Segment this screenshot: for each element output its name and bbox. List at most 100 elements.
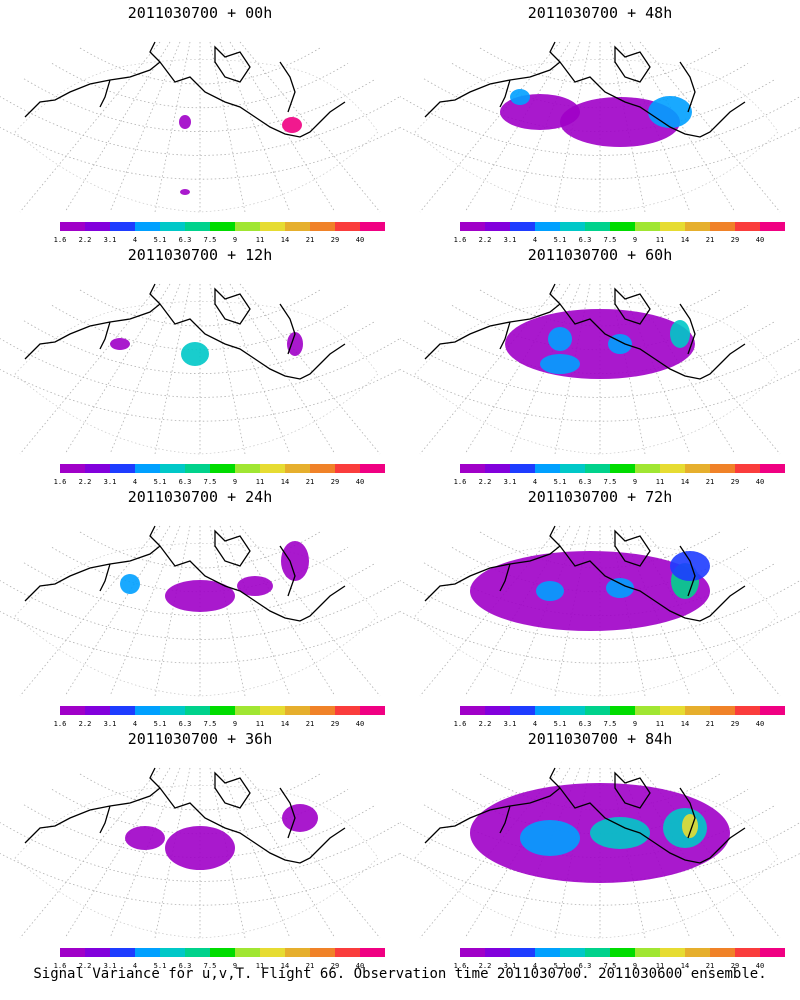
panel-title: 2011030700 + 84h xyxy=(527,730,673,748)
colorbar-labels: 1.6 2.2 3.1 4 5.1 6.3 7.5 9 11 14 21 29 40 xyxy=(454,720,765,730)
polar-projection-map xyxy=(0,283,400,455)
colorbar-swatch xyxy=(210,464,235,473)
colorbar-tick-label: 14 xyxy=(680,478,690,486)
colorbar-swatch xyxy=(560,222,585,231)
map-panel: 2011030700 + 00h 1.6 2.2 3.1 4 5.1 6.3 7.5 9 11 14… xyxy=(0,0,400,245)
colorbar-tick-label: 7.5 xyxy=(203,720,217,728)
longitude-gridline xyxy=(229,767,336,939)
longitude-gridline xyxy=(239,41,381,213)
colorbar-labels: 1.6 2.2 3.1 4 5.1 6.3 7.5 9 11 14 21 29 40 xyxy=(453,478,765,488)
longitude-gridline xyxy=(19,283,161,455)
colorbar-tick-label: 6.3 xyxy=(578,962,592,970)
colorbar xyxy=(460,222,785,234)
colorbar-tick-label: 3.1 xyxy=(103,720,117,728)
latitude-gridline xyxy=(23,562,377,616)
longitude-gridline xyxy=(619,525,691,697)
colorbar-swatch xyxy=(185,948,210,957)
longitude-gridline xyxy=(509,41,581,213)
variance-contour xyxy=(606,578,634,598)
map-panel: 2011030700 + 12h 1.6 2.2 3.1 4 5.1 6.3 7.5 9 11 14… xyxy=(0,242,400,487)
colorbar-swatch xyxy=(210,706,235,715)
colorbar-tick-label: 6.3 xyxy=(578,720,592,728)
colorbar-tick-label: 21 xyxy=(705,236,715,244)
variance-contour xyxy=(648,96,692,128)
colorbar-swatch xyxy=(185,464,210,473)
colorbar-swatch xyxy=(535,948,560,957)
colorbar-swatch xyxy=(660,464,685,473)
panel-title: 2011030700 + 24h xyxy=(127,488,273,506)
longitude-gridline xyxy=(19,525,161,697)
colorbar-tick-label: 21 xyxy=(705,962,715,970)
colorbar-tick-label: 40 xyxy=(755,236,765,244)
variance-contour xyxy=(281,541,309,581)
latitude-gridline xyxy=(400,822,800,882)
longitude-gridline xyxy=(19,41,161,213)
map-panel: 2011030700 + 84h 1.6 2.2 3.1 4 5.1 6.3 7.5 9 11 14… xyxy=(400,726,800,971)
latitude-gridline xyxy=(0,126,400,180)
longitude-gridline xyxy=(239,283,381,455)
colorbar-tick-label: 29 xyxy=(330,720,340,728)
colorbar-swatch xyxy=(685,948,710,957)
colorbar-swatch xyxy=(135,706,160,715)
colorbar-tick-label: 1.6 xyxy=(453,478,467,486)
longitude-gridline xyxy=(419,41,561,213)
colorbar-swatch xyxy=(660,706,685,715)
colorbar-swatch xyxy=(485,222,510,231)
polar-projection-map xyxy=(0,525,400,697)
map-boundary xyxy=(14,785,379,939)
colorbar-swatch xyxy=(660,222,685,231)
longitude-gridline xyxy=(154,525,191,697)
colorbar-tick-label: 9 xyxy=(232,236,238,244)
colorbar-swatch xyxy=(585,464,610,473)
colorbar-swatch xyxy=(535,706,560,715)
colorbar-tick-label: 1.6 xyxy=(53,236,67,244)
colorbar-swatch xyxy=(560,948,585,957)
colorbar-swatch xyxy=(85,706,110,715)
colorbar-swatch xyxy=(585,948,610,957)
longitude-gridline xyxy=(19,767,161,939)
colorbar-tick-label: 3.1 xyxy=(503,236,517,244)
colorbar-tick-label: 4 xyxy=(132,720,138,728)
colorbar-swatch xyxy=(610,464,635,473)
colorbar-tick-label: 7.5 xyxy=(203,236,217,244)
longitude-gridline xyxy=(109,767,181,939)
longitude-gridline xyxy=(109,283,181,455)
colorbar-swatch xyxy=(160,706,185,715)
colorbar-tick-label: 21 xyxy=(305,962,315,970)
colorbar-labels: 1.6 2.2 3.1 4 5.1 6.3 7.5 9 11 14 21 29 40 xyxy=(454,236,765,246)
colorbar-tick-label: 4 xyxy=(132,478,138,486)
colorbar-tick-label: 29 xyxy=(330,962,340,970)
colorbar-tick-label: 3.1 xyxy=(503,720,517,728)
longitude-gridline xyxy=(464,41,571,213)
variance-contour xyxy=(536,581,564,601)
colorbar-swatch xyxy=(60,222,85,231)
longitude-gridline xyxy=(154,767,191,939)
colorbar-tick-label: 5.1 xyxy=(553,478,567,486)
longitude-gridline xyxy=(609,41,646,213)
longitude-gridline xyxy=(64,41,171,213)
colorbar-swatch xyxy=(585,706,610,715)
map-boundary xyxy=(414,785,779,939)
colorbar-swatch xyxy=(585,222,610,231)
colorbar-swatch xyxy=(360,706,385,715)
colorbar-tick-label: 40 xyxy=(755,962,765,970)
colorbar-labels: 1.6 2.2 3.1 4 5.1 6.3 7.5 9 11 14 21 29 40 xyxy=(454,962,765,972)
latitude-gridline xyxy=(0,822,400,882)
variance-contour xyxy=(179,115,191,129)
colorbar-tick-label: 9 xyxy=(632,720,638,728)
colorbar-swatch xyxy=(460,222,485,231)
longitude-gridline xyxy=(619,283,691,455)
colorbar-tick-label: 4 xyxy=(132,962,138,970)
colorbar-swatch xyxy=(260,948,285,957)
variance-contour xyxy=(548,327,572,351)
colorbar-swatch xyxy=(310,222,335,231)
colorbar-swatch xyxy=(335,706,360,715)
polar-projection-map xyxy=(400,41,800,213)
colorbar-tick-label: 9 xyxy=(232,720,238,728)
colorbar-swatch xyxy=(135,464,160,473)
latitude-gridline xyxy=(23,78,377,132)
colorbar-tick-label: 1.6 xyxy=(53,720,67,728)
colorbar-labels: 1.6 2.2 3.1 4 5.1 6.3 7.5 9 11 14 21 29 40 xyxy=(54,478,365,488)
colorbar-tick-label: 4 xyxy=(532,236,538,244)
colorbar-swatch xyxy=(735,222,760,231)
